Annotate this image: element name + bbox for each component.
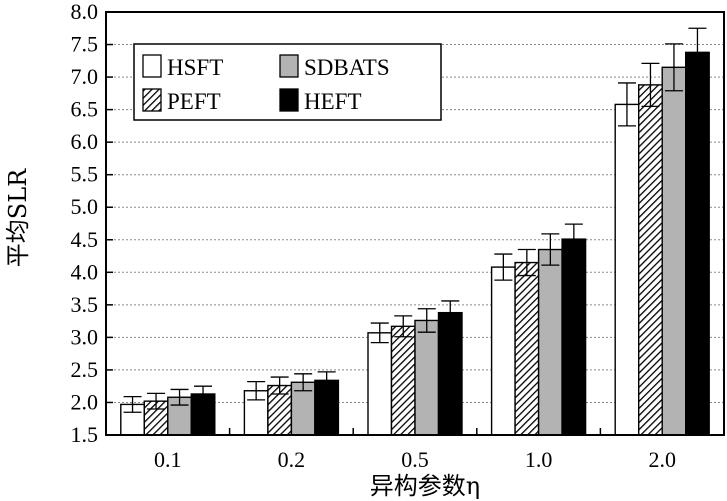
y-tick-label: 2.0 — [71, 389, 99, 414]
x-tick-label: 1.0 — [525, 447, 553, 472]
y-axis-title: 平均SLR — [4, 168, 32, 267]
legend-swatch-peft — [142, 88, 162, 112]
bar-heft-2-0 — [685, 51, 710, 436]
legend-swatch-hsft — [142, 54, 162, 78]
bar-hsft-1-0 — [490, 266, 516, 436]
y-tick-labels: 1.5 2.0 2.5 3.0 3.5 4.0 4.5 5.0 5.5 6.0 6.5 7.0 7.5 8… — [71, 0, 99, 447]
x-tick-labels: 0.1 0.2 0.5 1.0 2.0 — [154, 447, 676, 472]
bar-peft-0-5 — [390, 325, 416, 436]
legend-swatch-sdbats — [279, 54, 299, 78]
x-tick-label: 0.2 — [278, 447, 306, 472]
y-tick-label: 7.5 — [71, 32, 99, 57]
axes — [105, 11, 725, 436]
bar-sdbats-2-0 — [661, 66, 687, 436]
bar-peft-2-0 — [638, 84, 663, 436]
bar-hsft-0-5 — [367, 332, 393, 436]
x-axis-title: 异构参数η — [370, 472, 480, 500]
y-tick-label: 5.5 — [71, 162, 99, 187]
y-tick-label: 3.5 — [71, 292, 99, 317]
bar-sdbats-1-0 — [537, 248, 563, 436]
y-tick-label: 2.5 — [71, 357, 99, 382]
y-tick-label: 3.0 — [71, 324, 99, 349]
x-tick-label: 0.1 — [154, 447, 182, 472]
bar-sdbats-0-5 — [414, 319, 440, 436]
y-tick-label: 1.5 — [71, 422, 99, 447]
bar-peft-1-0 — [514, 261, 540, 436]
y-tick-label: 4.0 — [71, 259, 99, 284]
legend-label-hsft: HSFT — [167, 55, 223, 80]
legend-label-sdbats: SDBATS — [304, 55, 390, 80]
legend-label-peft: PEFT — [167, 89, 221, 114]
bars — [120, 51, 710, 436]
y-tick-label: 6.5 — [71, 97, 99, 122]
plot-frame — [105, 11, 725, 436]
y-tick-label: 5.0 — [71, 194, 99, 219]
bar-heft-0-5 — [437, 311, 463, 436]
legend: HSFT SDBATS PEFT HEFT — [133, 43, 442, 121]
y-tick-label: 8.0 — [71, 0, 99, 24]
error-bars — [123, 27, 707, 413]
x-tick-label: 2.0 — [648, 447, 676, 472]
x-tick-label: 0.5 — [401, 447, 429, 472]
y-tick-label: 7.0 — [71, 64, 99, 89]
y-tick-label: 6.0 — [71, 129, 99, 154]
bar-hsft-2-0 — [614, 103, 640, 436]
y-tick-label: 4.5 — [71, 227, 99, 252]
legend-label-heft: HEFT — [304, 89, 362, 114]
legend-swatch-heft — [279, 88, 299, 112]
bar-heft-1-0 — [561, 238, 587, 436]
